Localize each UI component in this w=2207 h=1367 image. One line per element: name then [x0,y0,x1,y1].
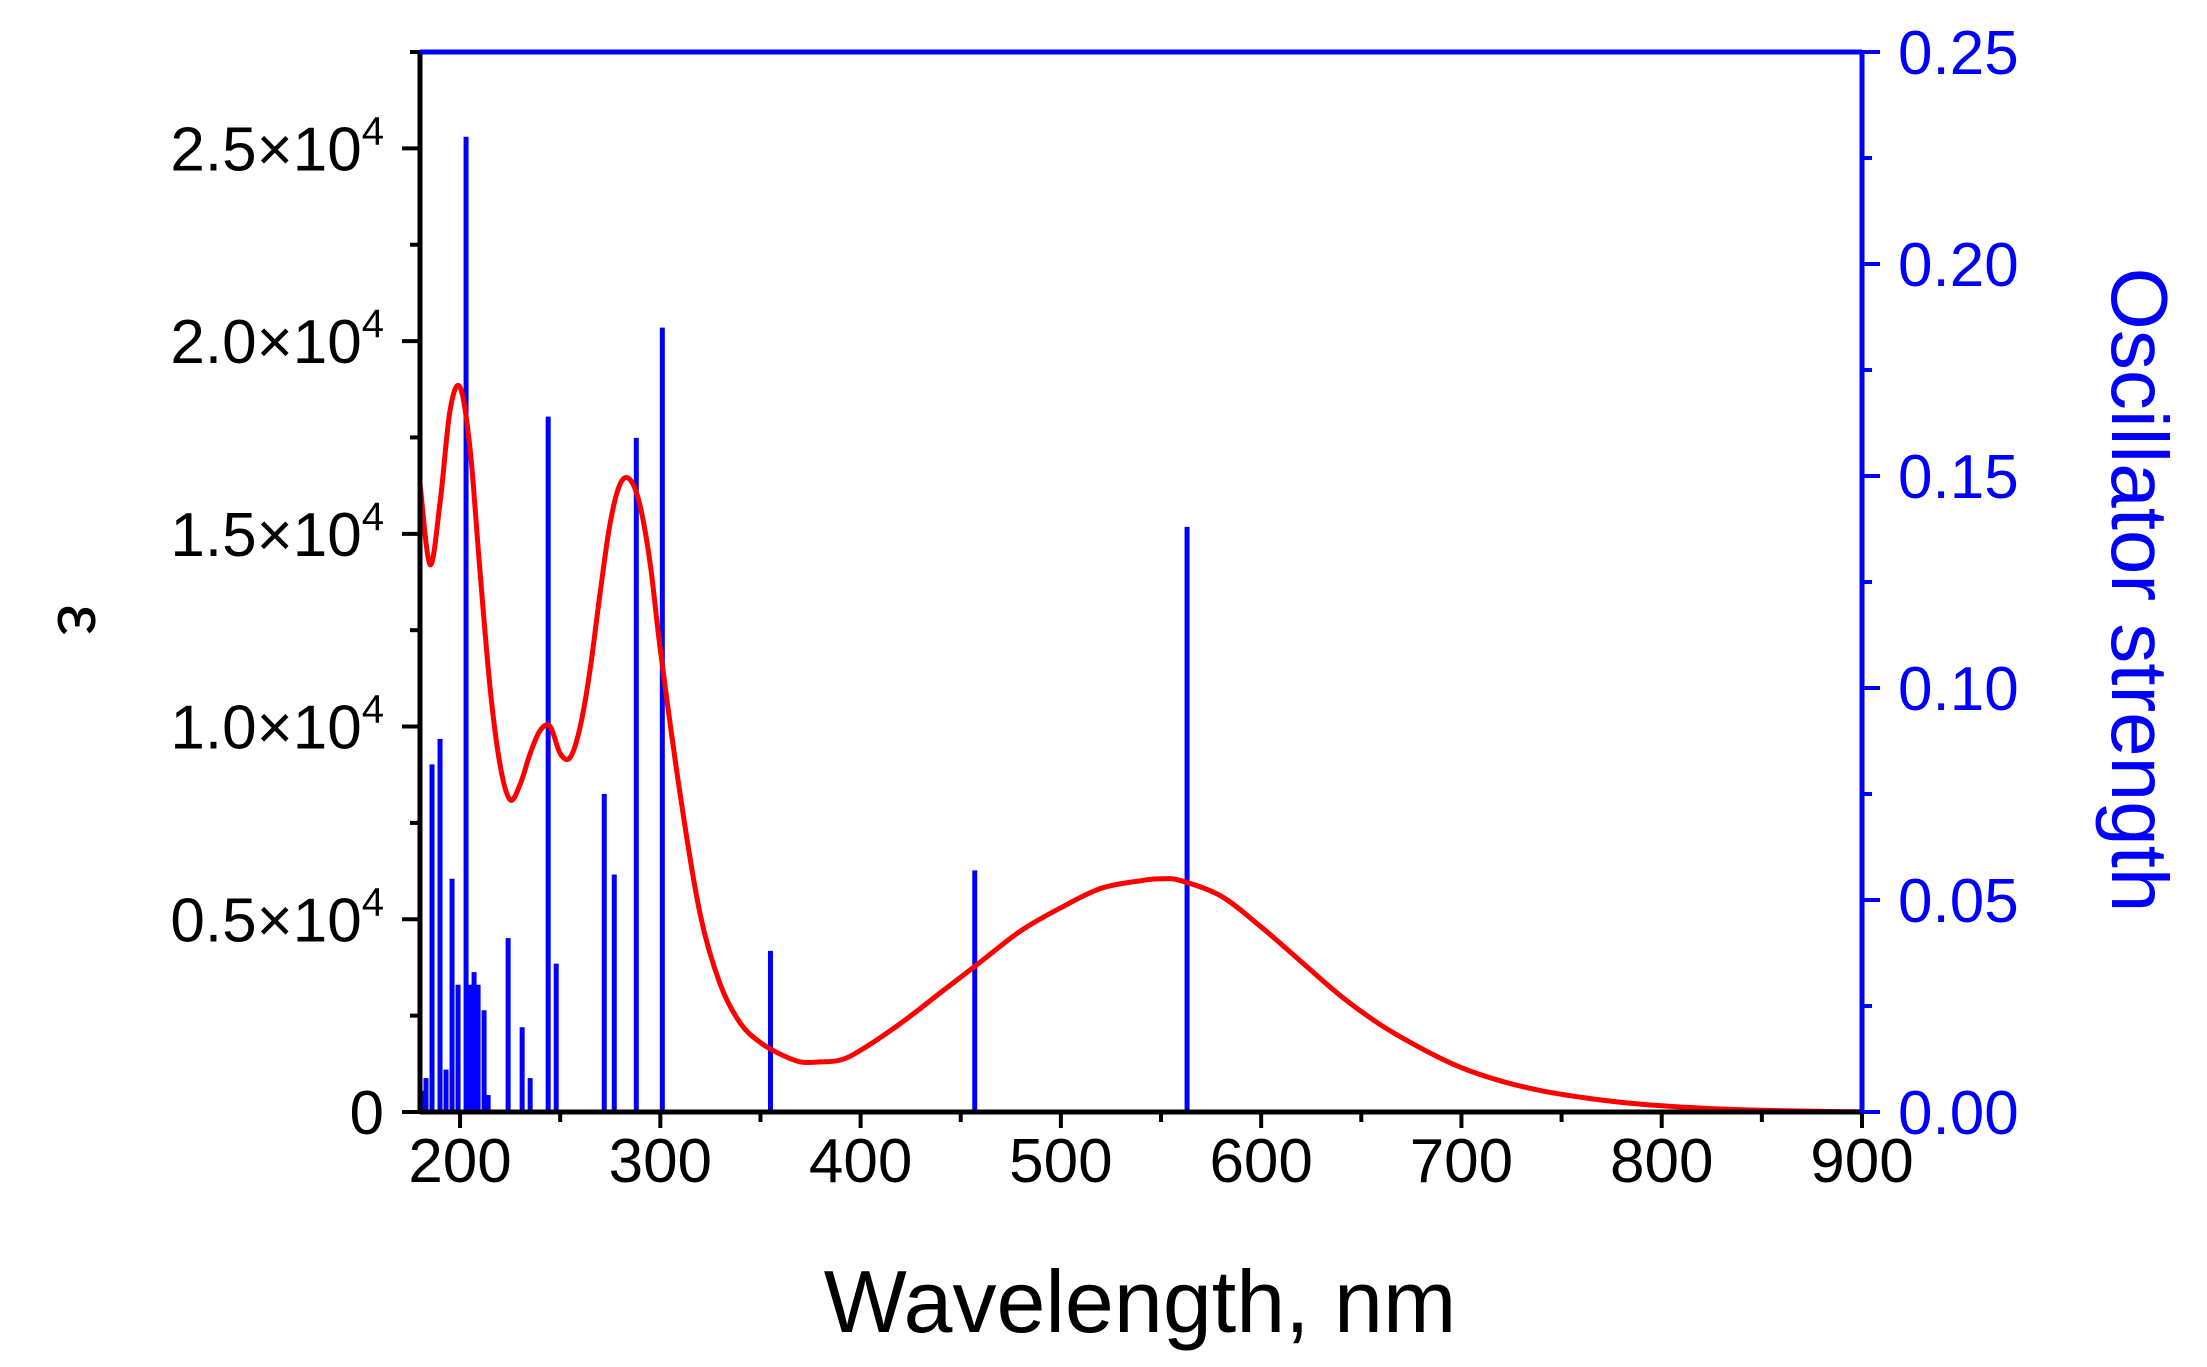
epsilon-spectrum [420,383,1862,1112]
left-tick-label: 1.0×104 [170,688,384,763]
right-tick-label: 0.00 [1898,1079,2019,1148]
x-tick-label: 800 [1610,1127,1713,1196]
axes [402,49,1880,1128]
oscillator-strength-sticks [420,136,1190,1112]
left-axis-title: ε [43,604,121,635]
x-axis-title: Wavelength, nm [824,1252,1457,1351]
left-tick-label: 0 [350,1079,384,1148]
x-tick-label: 600 [1209,1127,1312,1196]
right-tick-label: 0.05 [1898,867,2019,936]
x-tick-label: 200 [408,1127,511,1196]
x-tick-label: 500 [1009,1127,1112,1196]
left-tick-label: 1.5×104 [170,495,384,570]
x-tick-label: 900 [1810,1127,1913,1196]
right-tick-label: 0.15 [1898,443,2019,512]
right-axis-title: Oscillator strength [2095,268,2184,913]
left-tick-label: 2.0×104 [170,302,384,377]
right-tick-label: 0.25 [1898,19,2019,88]
x-tick-label: 400 [809,1127,912,1196]
right-tick-label: 0.20 [1898,231,2019,300]
left-tick-label: 0.5×104 [170,880,384,955]
epsilon-curve [420,383,1862,1112]
left-tick-label: 2.5×104 [170,109,384,184]
x-tick-label: 700 [1410,1127,1513,1196]
tick-labels: 200 300 400 500 600 700 800 900 0 0.5×104 1.0×104 1… [170,19,2018,1196]
x-tick-label: 300 [609,1127,712,1196]
right-tick-label: 0.10 [1898,655,2019,724]
